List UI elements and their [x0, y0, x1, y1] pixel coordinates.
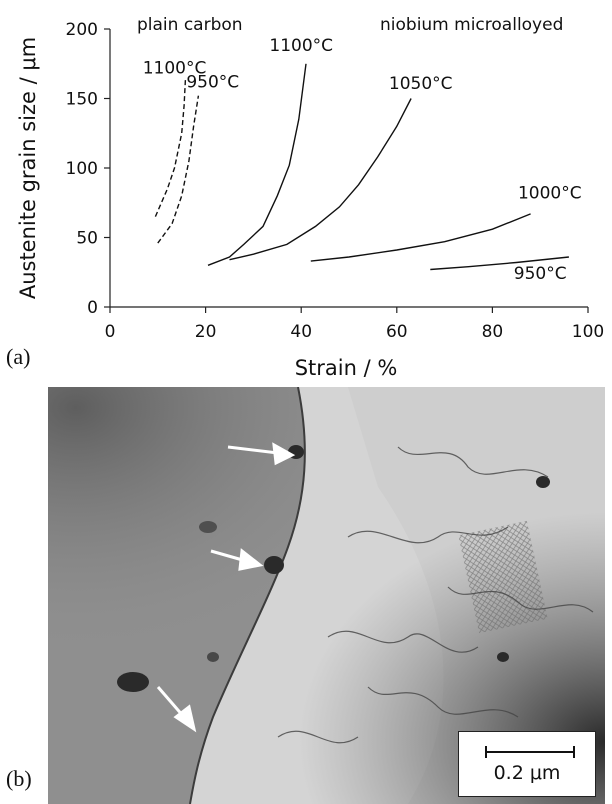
x-tick-label: 0	[105, 322, 116, 342]
series-line-6	[430, 256, 569, 271]
series-label-3: 1100°C	[269, 36, 333, 56]
series-label-2: 950°C	[186, 72, 239, 92]
scale-bar-label: 0.2 μm	[493, 762, 561, 784]
group-label-plain-carbon: plain carbon	[137, 15, 243, 35]
series-line-5	[310, 213, 531, 262]
x-axis-ticks: 0 20 40 60 80 100	[105, 307, 604, 342]
series-line-3	[207, 63, 307, 266]
arrow-2	[210, 548, 264, 571]
y-tick-label: 200	[66, 20, 98, 40]
group-label-niobium-microalloyed: niobium microalloyed	[380, 15, 563, 35]
precipitates	[117, 445, 550, 692]
arrow-1	[227, 442, 296, 466]
series-line-4	[229, 98, 412, 261]
series-label-6: 950°C	[514, 264, 567, 284]
y-tick-label: 0	[87, 298, 98, 318]
x-axis-label: Strain / %	[295, 356, 398, 380]
y-axis-label: Austenite grain size / μm	[16, 37, 40, 299]
chart-series	[154, 63, 569, 271]
scale-bar	[485, 746, 575, 758]
grain-boundary	[189, 387, 306, 804]
x-tick-label: 100	[572, 322, 604, 342]
arrow-3	[156, 686, 197, 733]
scale-bar-box: 0.2 μm	[458, 731, 596, 797]
series-label-5: 1000°C	[518, 184, 582, 204]
x-tick-label: 60	[386, 322, 408, 342]
series-line-1	[154, 77, 187, 217]
tem-micrograph: 0.2 μm	[48, 387, 605, 804]
dislocation-network	[458, 520, 548, 634]
x-tick-label: 80	[482, 322, 504, 342]
dislocation-lines	[277, 446, 594, 744]
y-axis-ticks: 0 50 100 150 200	[66, 20, 110, 318]
x-tick-label: 40	[290, 322, 312, 342]
y-tick-label: 100	[66, 159, 98, 179]
series-line-2	[157, 95, 200, 244]
y-tick-label: 150	[66, 90, 98, 110]
x-tick-label: 20	[195, 322, 217, 342]
series-label-4: 1050°C	[389, 74, 453, 94]
y-tick-label: 50	[76, 229, 98, 249]
panel-label-a: (a)	[6, 344, 31, 369]
series-label-1: 1100°C	[143, 58, 207, 78]
panel-label-b: (b)	[6, 766, 32, 791]
